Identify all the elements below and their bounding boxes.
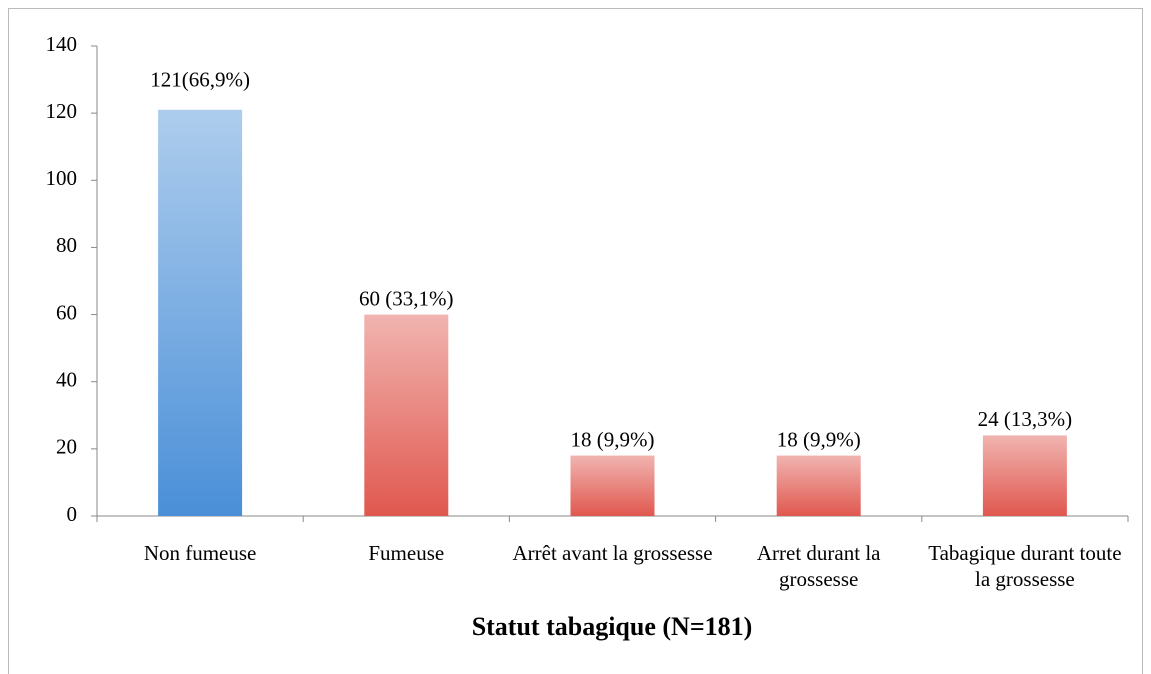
x-tick-label: Tabagique durant toute la grossesse <box>928 541 1122 591</box>
value-label: 18 (9,9%) <box>777 427 861 451</box>
y-tick-label: 40 <box>56 368 77 392</box>
bar <box>982 435 1067 516</box>
value-label: 24 (13,3%) <box>978 407 1072 431</box>
chart-frame <box>8 8 1143 674</box>
y-tick-label: 60 <box>56 300 77 324</box>
value-label: 121(66,9%) <box>150 68 250 92</box>
bar <box>570 455 655 516</box>
x-tick-label: Arrêt avant la grossesse <box>512 541 713 565</box>
x-tick-label: Fumeuse <box>368 541 445 565</box>
y-tick-label: 20 <box>56 435 77 459</box>
x-tick-label: Arret durant la grossesse <box>756 541 881 591</box>
y-tick-label: 100 <box>46 166 78 190</box>
bar <box>158 109 243 517</box>
value-label: 60 (33,1%) <box>359 286 453 310</box>
x-axis-title: Statut tabagique (N=181) <box>471 612 753 641</box>
value-label: 18 (9,9%) <box>571 427 655 451</box>
y-tick-label: 140 <box>46 32 78 56</box>
bar <box>364 314 449 516</box>
bar <box>776 455 861 516</box>
x-tick-label: Non fumeuse <box>143 541 257 565</box>
y-tick-label: 0 <box>67 502 78 526</box>
y-tick-label: 80 <box>56 233 77 257</box>
y-tick-label: 120 <box>46 99 78 123</box>
